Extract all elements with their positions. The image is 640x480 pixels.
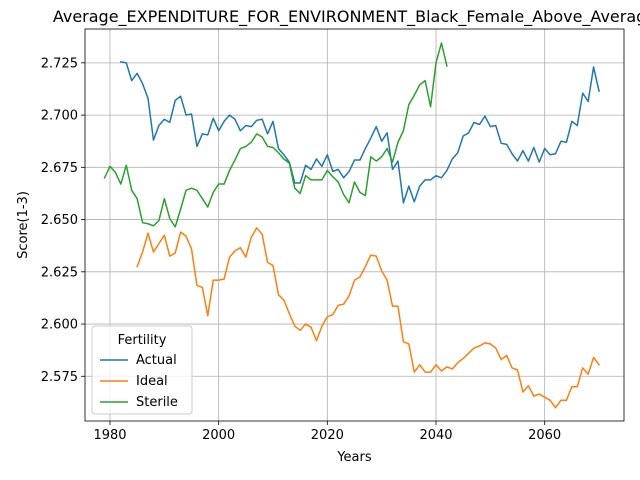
series-line-actual bbox=[119, 60, 600, 204]
x-axis-ticks: 1980 2000 2020 2040 2060 bbox=[93, 421, 561, 443]
legend-box bbox=[91, 325, 193, 415]
x-tick-label: 1980 bbox=[93, 428, 126, 443]
legend-label-sterile: Sterile bbox=[136, 395, 178, 410]
series-line-ideal bbox=[136, 227, 601, 409]
y-axis-label: Score(1-3) bbox=[16, 191, 31, 259]
x-tick-label: 2000 bbox=[202, 428, 235, 443]
y-tick-label: 2.700 bbox=[41, 109, 78, 124]
y-tick-label: 2.600 bbox=[41, 318, 78, 333]
grid-lines bbox=[85, 29, 624, 421]
y-axis-ticks: 2.575 2.600 2.625 2.650 2.675 2.700 2.725 bbox=[41, 56, 85, 385]
y-tick-label: 2.675 bbox=[41, 161, 78, 176]
y-tick-label: 2.575 bbox=[41, 370, 78, 385]
legend-label-ideal: Ideal bbox=[136, 374, 168, 389]
legend-title: Fertility bbox=[118, 333, 167, 348]
chart-title: Average_EXPENDITURE_FOR_ENVIRONMENT_Blac… bbox=[53, 7, 640, 27]
y-tick-label: 2.625 bbox=[41, 265, 78, 280]
series-line-sterile bbox=[103, 42, 448, 228]
x-tick-label: 2060 bbox=[528, 428, 561, 443]
x-tick-label: 2040 bbox=[419, 428, 452, 443]
x-axis-label: Years bbox=[336, 450, 372, 465]
plot-area-frame bbox=[84, 28, 625, 422]
y-tick-label: 2.650 bbox=[41, 213, 78, 228]
y-tick-label: 2.725 bbox=[41, 56, 78, 71]
legend: Fertility Actual Ideal Sterile bbox=[91, 325, 193, 415]
legend-items: Actual Ideal Sterile bbox=[100, 353, 178, 410]
series-lines bbox=[103, 42, 601, 409]
legend-label-actual: Actual bbox=[136, 353, 177, 368]
x-tick-label: 2020 bbox=[311, 428, 344, 443]
